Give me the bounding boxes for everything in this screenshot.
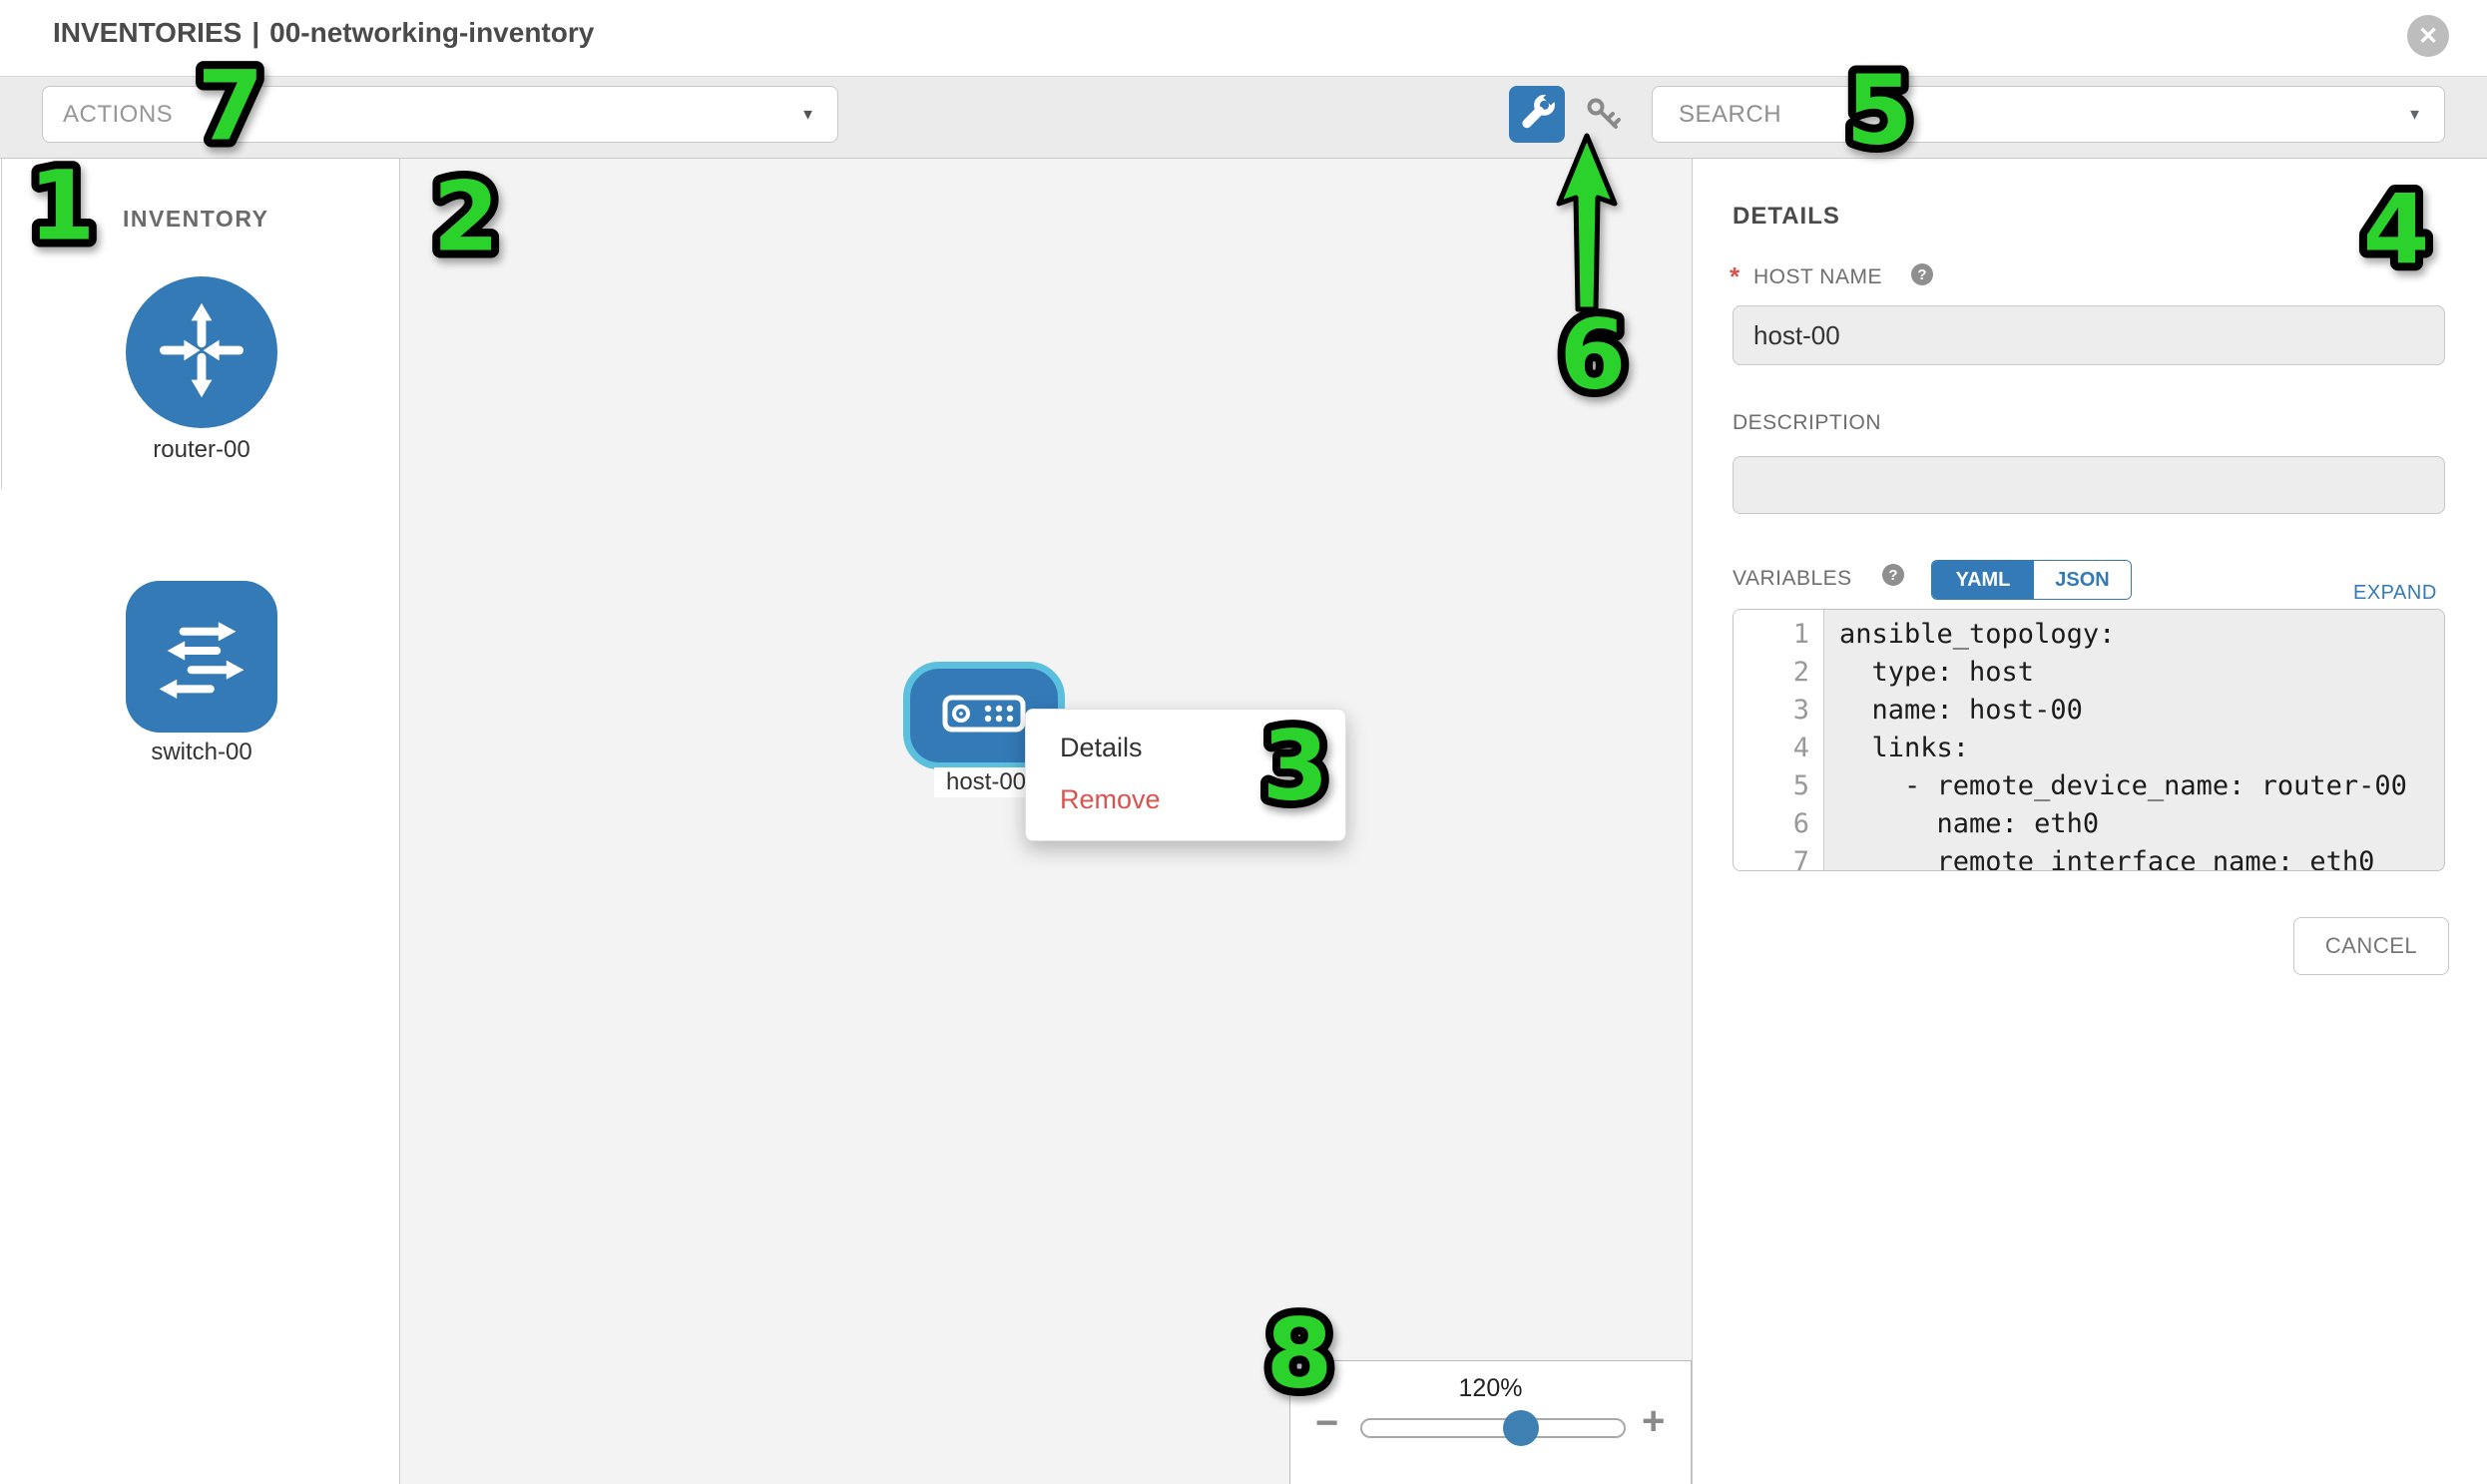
host-name-field[interactable] <box>1733 305 2445 365</box>
search-dropdown[interactable]: SEARCH ▼ <box>1652 86 2445 143</box>
zoom-out-button[interactable]: − <box>1315 1401 1339 1445</box>
help-icon[interactable]: ? <box>1911 263 1933 285</box>
description-label: DESCRIPTION <box>1733 411 1882 434</box>
annotation-number: 4 <box>2311 151 2481 305</box>
close-button[interactable]: ✕ <box>2407 15 2449 57</box>
line-text: type: host <box>1839 657 2035 688</box>
host-node-label: host-00 <box>934 767 1038 797</box>
switch-icon <box>142 595 261 720</box>
line-text: name: host-00 <box>1839 695 2083 726</box>
tab-json[interactable]: JSON <box>2034 561 2131 599</box>
description-field[interactable] <box>1733 456 2445 514</box>
actions-dropdown[interactable]: ACTIONS ▼ <box>42 86 838 143</box>
line-number: 3 <box>1792 695 1809 726</box>
editor-gutter <box>1734 610 1824 870</box>
close-icon: ✕ <box>2417 22 2439 50</box>
panel-divider-right <box>1692 159 1693 1484</box>
code-line: 5 - remote_device_name: router-00 <box>1734 767 2444 805</box>
code-line: 1 ansible_topology: <box>1734 616 2444 654</box>
zoom-slider-track[interactable] <box>1360 1418 1626 1438</box>
panel-divider-left <box>399 159 400 1484</box>
node-context-menu: Details Remove <box>1025 709 1346 841</box>
expand-link[interactable]: EXPAND <box>2353 582 2437 604</box>
key-icon <box>1585 98 1625 139</box>
wrench-icon <box>1517 90 1558 137</box>
line-number: 7 <box>1792 846 1809 871</box>
key-button[interactable] <box>1585 97 1625 135</box>
palette-item-switch[interactable] <box>126 581 277 733</box>
variables-editor[interactable]: 1 ansible_topology: 2 type: host 3 name: … <box>1733 609 2445 871</box>
code-line: 7 remote_interface_name: eth0 <box>1734 843 2444 871</box>
code-line: 4 links: <box>1734 730 2444 767</box>
required-marker: * <box>1730 261 1741 291</box>
code-line: 6 name: eth0 <box>1734 805 2444 843</box>
search-dropdown-label: SEARCH <box>1679 100 1782 128</box>
line-number: 5 <box>1792 770 1809 801</box>
breadcrumb-section: INVENTORIES <box>53 17 243 48</box>
palette-item-router-label: router-00 <box>153 436 250 463</box>
variables-format-toggle: YAML JSON <box>1931 560 2132 600</box>
host-icon <box>942 695 1026 738</box>
context-menu-item[interactable]: Details <box>1060 733 1143 762</box>
editor-lines: 1 ansible_topology: 2 type: host 3 name: … <box>1734 616 2444 871</box>
palette-item-switch-label: switch-00 <box>151 739 252 765</box>
svg-text:4: 4 <box>2363 174 2430 285</box>
host-name-label: HOST NAME <box>1753 265 1882 288</box>
zoom-slider-thumb[interactable] <box>1503 1410 1539 1446</box>
page-title: INVENTORIES | 00-networking-inventory <box>53 17 594 49</box>
zoom-level-value: 120% <box>1458 1374 1523 1402</box>
actions-dropdown-label: ACTIONS <box>63 100 174 128</box>
chevron-down-icon: ▼ <box>800 106 815 123</box>
line-text: remote_interface_name: eth0 <box>1839 846 2375 871</box>
zoom-in-button[interactable]: + <box>1642 1399 1666 1443</box>
router-icon <box>142 290 261 415</box>
toolbox-button[interactable] <box>1509 86 1565 143</box>
line-text: links: <box>1839 733 1970 763</box>
code-line: 3 name: host-00 <box>1734 692 2444 730</box>
line-number: 2 <box>1792 657 1809 688</box>
code-line: 2 type: host <box>1734 654 2444 692</box>
svg-text:1: 1 <box>29 150 96 261</box>
line-text: ansible_topology: <box>1839 619 2116 650</box>
line-number: 1 <box>1792 619 1809 650</box>
inventory-heading: INVENTORY <box>123 206 269 232</box>
cancel-button[interactable]: CANCEL <box>2293 917 2449 975</box>
variables-label: VARIABLES <box>1733 567 1852 590</box>
zoom-control-panel: 120% − + <box>1289 1360 1692 1484</box>
breadcrumb-inventory-name: 00-networking-inventory <box>269 17 595 48</box>
chevron-down-icon: ▼ <box>2407 106 2422 123</box>
details-heading: DETAILS <box>1733 203 1840 230</box>
line-text: name: eth0 <box>1839 808 2100 839</box>
line-number: 4 <box>1792 733 1809 763</box>
help-icon[interactable]: ? <box>1882 564 1904 586</box>
breadcrumb-separator: | <box>251 17 260 48</box>
inventory-panel-border <box>1 159 2 489</box>
tab-yaml[interactable]: YAML <box>1932 561 2034 599</box>
context-menu-item[interactable]: Remove <box>1060 784 1161 814</box>
line-text: - remote_device_name: router-00 <box>1839 770 2407 801</box>
line-number: 6 <box>1792 808 1809 839</box>
palette-item-router[interactable] <box>126 276 277 428</box>
